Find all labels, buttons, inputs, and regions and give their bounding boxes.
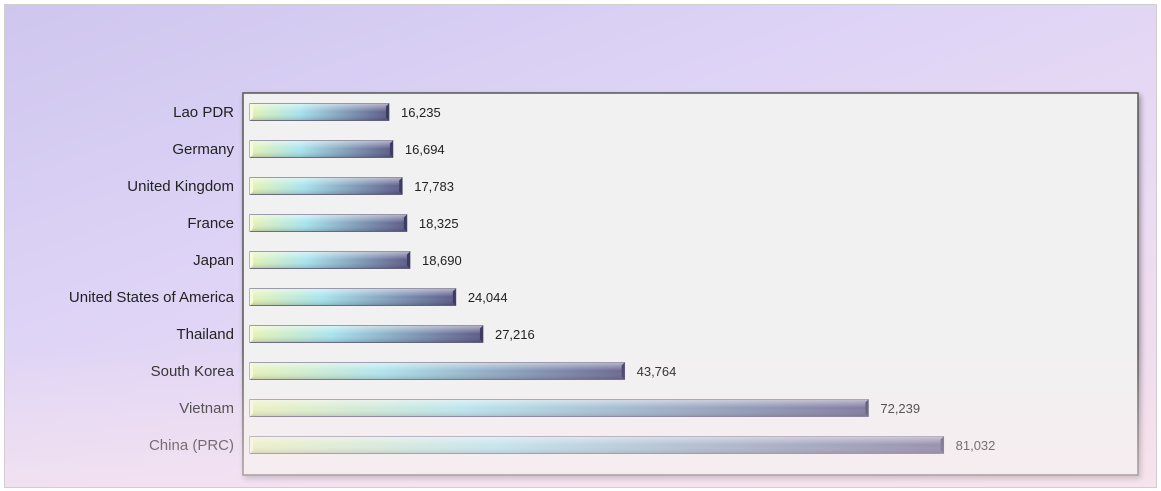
value-label: 16,694 xyxy=(405,142,445,157)
bar-start-bevel xyxy=(250,288,253,306)
value-label: 24,044 xyxy=(468,290,508,305)
value-label: 72,239 xyxy=(880,401,920,416)
category-label: South Korea xyxy=(151,363,235,380)
category-label: China (PRC) xyxy=(149,437,234,454)
bar-shine xyxy=(250,362,625,380)
bar-end-bevel xyxy=(865,399,869,417)
category-label: Japan xyxy=(193,252,234,269)
bar-start-bevel xyxy=(250,436,253,454)
bar-end-bevel xyxy=(452,288,456,306)
value-label: 81,032 xyxy=(956,438,996,453)
bar-start-bevel xyxy=(250,362,253,380)
bar-start-bevel xyxy=(250,140,253,158)
bar-shine xyxy=(250,214,407,232)
bar-start-bevel xyxy=(250,214,253,232)
bar-end-bevel xyxy=(385,103,389,121)
category-label: United Kingdom xyxy=(127,178,234,195)
bar-start-bevel xyxy=(250,251,253,269)
bar-start-bevel xyxy=(250,325,253,343)
chart-frame: Lao PDR 16,235 Germany 16,694 United Kingdom… xyxy=(4,4,1157,488)
value-label: 17,783 xyxy=(414,179,454,194)
value-label: 18,325 xyxy=(419,216,459,231)
bar-start-bevel xyxy=(250,399,253,417)
bar-chart: Lao PDR 16,235 Germany 16,694 United Kingdom… xyxy=(69,92,1139,476)
category-label: France xyxy=(187,215,234,232)
value-label: 16,235 xyxy=(401,105,441,120)
bar-shine xyxy=(250,251,410,269)
bar-shine xyxy=(250,140,393,158)
bar-shine xyxy=(250,288,456,306)
category-label: Vietnam xyxy=(179,400,234,417)
bar-end-bevel xyxy=(399,177,403,195)
bar-end-bevel xyxy=(389,140,393,158)
value-label: 18,690 xyxy=(422,253,462,268)
bar-shine xyxy=(250,177,403,195)
bar-end-bevel xyxy=(621,362,625,380)
bar-start-bevel xyxy=(250,177,253,195)
bar-end-bevel xyxy=(406,251,410,269)
bar-shine xyxy=(250,103,389,121)
bar-end-bevel xyxy=(403,214,407,232)
value-label: 27,216 xyxy=(495,327,535,342)
bar-start-bevel xyxy=(250,103,253,121)
category-label: Lao PDR xyxy=(173,104,234,121)
value-label: 43,764 xyxy=(637,364,677,379)
category-label: Germany xyxy=(172,141,234,158)
bar-end-bevel xyxy=(479,325,483,343)
bar-end-bevel xyxy=(940,436,944,454)
bar-shine xyxy=(250,325,483,343)
bar-shine xyxy=(250,436,944,454)
category-label: Thailand xyxy=(176,326,234,343)
category-label: United States of America xyxy=(69,289,235,306)
bar-shine xyxy=(250,399,869,417)
